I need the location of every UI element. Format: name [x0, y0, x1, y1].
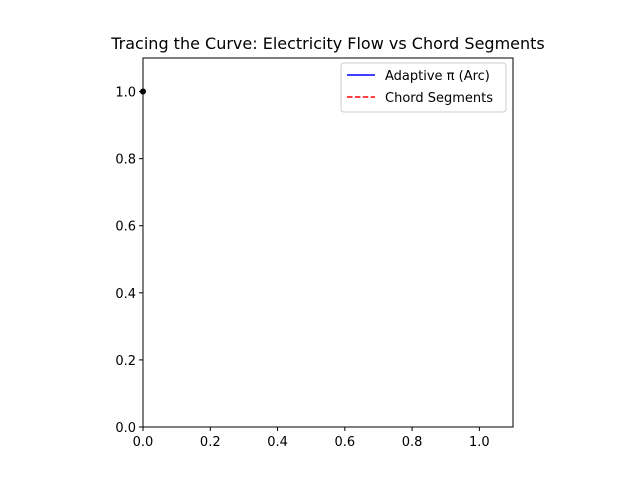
x-tick-label: 0.8 — [402, 435, 423, 450]
y-tick-label: 0.8 — [115, 153, 136, 168]
chart-title: Tracing the Curve: Electricity Flow vs C… — [110, 34, 545, 53]
legend-label-adaptive-arc: Adaptive π (Arc) — [385, 69, 490, 84]
x-tick-label: 1.0 — [469, 435, 490, 450]
legend-box — [340, 62, 507, 113]
x-tick-label: 0.0 — [133, 435, 154, 450]
x-tick-label: 0.4 — [267, 435, 288, 450]
y-tick-label: 0.4 — [115, 287, 136, 302]
y-tick-label: 1.0 — [115, 86, 136, 101]
x-tick-label: 0.6 — [334, 435, 355, 450]
legend: Adaptive π (Arc) Chord Segments — [340, 62, 507, 113]
y-tick-label: 0.0 — [115, 421, 136, 436]
axes-frame — [142, 57, 514, 428]
y-axis-ticks: 0.0 0.2 0.4 0.6 0.8 1.0 — [115, 86, 143, 436]
x-axis-ticks: 0.0 0.2 0.4 0.6 0.8 1.0 — [133, 427, 490, 450]
legend-label-chord-segments: Chord Segments — [385, 91, 493, 106]
y-tick-label: 0.2 — [115, 354, 136, 369]
y-tick-label: 0.6 — [115, 220, 136, 235]
x-tick-label: 0.2 — [200, 435, 221, 450]
